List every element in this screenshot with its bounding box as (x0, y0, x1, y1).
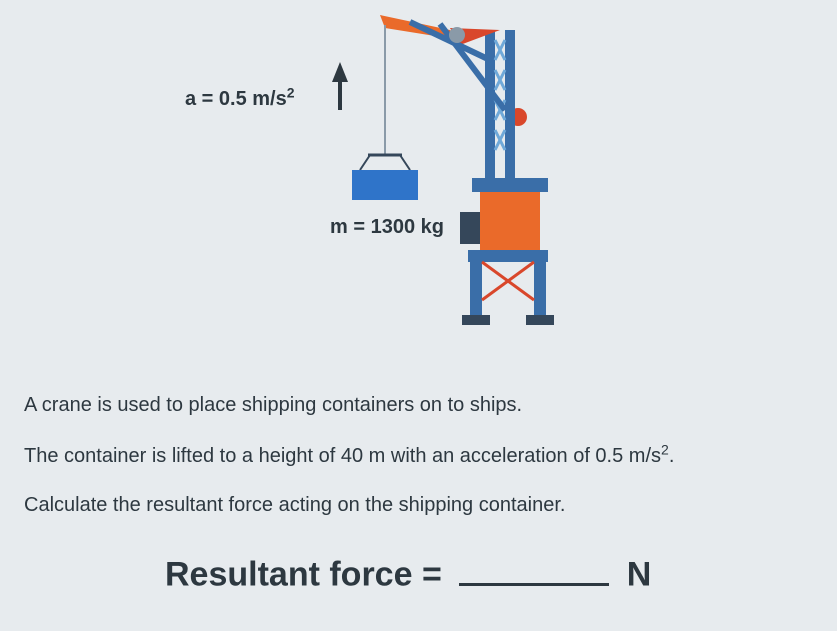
question-line-2-text: The container is lifted to a height of 4… (24, 445, 674, 467)
answer-blank[interactable] (459, 555, 609, 586)
crane-tower (485, 30, 515, 190)
crane-diagram: a = 0.5 m/s2 m = 1300 kg (0, 0, 837, 340)
acceleration-text: a = 0.5 m/s2 (185, 88, 295, 110)
acceleration-label: a = 0.5 m/s2 (185, 84, 295, 111)
question-line-1: A crane is used to place shipping contai… (24, 392, 814, 418)
shipping-container (352, 170, 418, 200)
answer-row: Resultant force = N (165, 555, 651, 595)
question-line-3: Calculate the resultant force acting on … (24, 492, 814, 518)
crane-load (352, 25, 418, 200)
up-arrow-icon (332, 62, 348, 110)
answer-unit: N (627, 556, 652, 594)
physics-question-page: a = 0.5 m/s2 m = 1300 kg (0, 0, 837, 631)
question-line-2: The container is lifted to a height of 4… (24, 440, 814, 469)
crane-illustration (310, 0, 620, 330)
crane-house (460, 108, 548, 250)
answer-prefix: Resultant force = (165, 556, 442, 594)
crane-base (462, 250, 554, 325)
